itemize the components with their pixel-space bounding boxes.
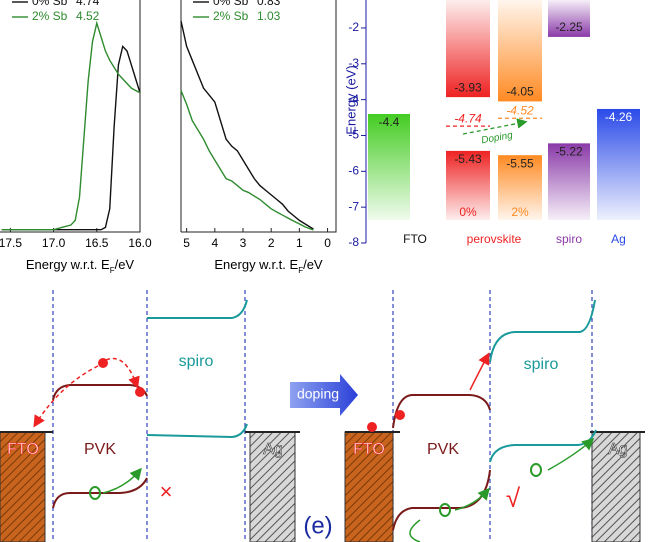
column-label: Ag bbox=[611, 232, 626, 246]
doping-arrow bbox=[462, 118, 528, 135]
ag-label: Ag bbox=[608, 441, 628, 458]
vb-value: -5.43 bbox=[454, 152, 482, 166]
ef-value: -4.52 bbox=[506, 103, 534, 117]
level-value: -4.4 bbox=[379, 115, 400, 129]
x-tick-label: 1 bbox=[296, 236, 303, 250]
y-axis-label: Energy (eV) bbox=[343, 65, 358, 134]
cb-value: -3.93 bbox=[454, 80, 482, 94]
x-tick-label: 17.5 bbox=[0, 236, 22, 250]
doping-arrow: doping bbox=[290, 374, 358, 416]
annotation: Doping bbox=[480, 130, 514, 146]
energy-level-bar bbox=[597, 108, 640, 220]
valence-band-bar bbox=[498, 155, 542, 220]
ag-label: Ag bbox=[263, 441, 283, 458]
y-tick-label: -5 bbox=[348, 128, 359, 142]
x-axis-label-part: F bbox=[298, 266, 303, 275]
vb-value: -5.55 bbox=[506, 156, 534, 170]
level-value: -4.26 bbox=[605, 110, 633, 124]
x-axis-label: Energy w.r.t. EF/eV bbox=[26, 257, 135, 274]
column-label: spiro bbox=[556, 232, 582, 246]
x-tick-label: 4 bbox=[211, 236, 218, 250]
series-line bbox=[180, 90, 314, 231]
y-tick-label: -7 bbox=[348, 199, 359, 213]
y-tick-label: -2 bbox=[348, 20, 359, 34]
fto-label: FTO bbox=[353, 441, 385, 458]
series-line bbox=[180, 20, 314, 230]
legend-name: 0% Sb bbox=[32, 0, 68, 8]
y-tick-label: -6 bbox=[348, 163, 359, 177]
x-axis-label-part: /eV bbox=[115, 257, 135, 272]
pvk-label: PVK bbox=[427, 441, 459, 458]
x-axis-label-part: F bbox=[110, 266, 115, 275]
conduction-band-bar bbox=[548, 0, 590, 37]
fto-label: FTO bbox=[7, 441, 39, 458]
vb-value: -5.22 bbox=[555, 145, 583, 159]
axis-frame bbox=[180, 0, 337, 233]
valence-band-bar bbox=[548, 143, 590, 220]
panel-label: (e) bbox=[303, 512, 332, 539]
conduction-band-bar bbox=[446, 0, 490, 98]
y-tick-label: -4 bbox=[348, 92, 359, 106]
x-tick-label: 16.0 bbox=[128, 236, 152, 250]
doping-label: doping bbox=[297, 386, 339, 402]
x-axis-label: Energy w.r.t. EF/eV bbox=[214, 257, 323, 274]
x-tick-label: 3 bbox=[240, 236, 247, 250]
y-tick-label: -3 bbox=[348, 56, 359, 70]
y-tick-label: -8 bbox=[348, 235, 359, 249]
check-mark: √ bbox=[506, 483, 521, 513]
cb-value: -2.25 bbox=[555, 20, 583, 34]
spiro-label: spiro bbox=[524, 356, 559, 373]
group-label: perovskite bbox=[467, 232, 522, 246]
series-line bbox=[1, 44, 141, 231]
column-label: 0% bbox=[459, 205, 477, 219]
x-axis-label-part: Energy w.r.t. E bbox=[214, 257, 298, 272]
axis-frame bbox=[0, 0, 141, 233]
ef-value: -4.74 bbox=[454, 111, 482, 125]
energy-level-bar bbox=[368, 113, 410, 220]
legend-name: 0% Sb bbox=[213, 0, 249, 8]
x-axis-label-part: /eV bbox=[303, 257, 323, 272]
pvk-label: PVK bbox=[84, 441, 116, 458]
spiro-label: spiro bbox=[179, 353, 214, 370]
legend-value: 4.74 bbox=[76, 0, 100, 8]
valence-band-bar bbox=[446, 150, 490, 220]
column-label: 2% bbox=[511, 205, 529, 219]
band-diagram-left: FTO PVK spiro Ag × bbox=[0, 290, 300, 542]
series-line bbox=[1, 20, 141, 231]
legend-name: 2% Sb bbox=[213, 9, 249, 23]
x-tick-label: 5 bbox=[183, 236, 190, 250]
conduction-band-bar bbox=[498, 0, 542, 102]
legend-value: 4.52 bbox=[76, 9, 100, 23]
legend-name: 2% Sb bbox=[32, 9, 68, 23]
column-label: FTO bbox=[403, 232, 427, 246]
x-tick-label: 16.5 bbox=[85, 236, 109, 250]
x-tick-label: 2 bbox=[268, 236, 275, 250]
legend-value: 1.03 bbox=[257, 9, 281, 23]
cb-value: -4.05 bbox=[506, 85, 534, 99]
x-tick-label: 17.0 bbox=[42, 236, 66, 250]
band-diagram-right: FTO PVK spiro Ag √ bbox=[344, 290, 645, 542]
x-tick-label: 0 bbox=[324, 236, 331, 250]
legend-value: 0.83 bbox=[257, 0, 281, 8]
cross-mark: × bbox=[160, 479, 173, 504]
x-axis-label-part: Energy w.r.t. E bbox=[26, 257, 110, 272]
